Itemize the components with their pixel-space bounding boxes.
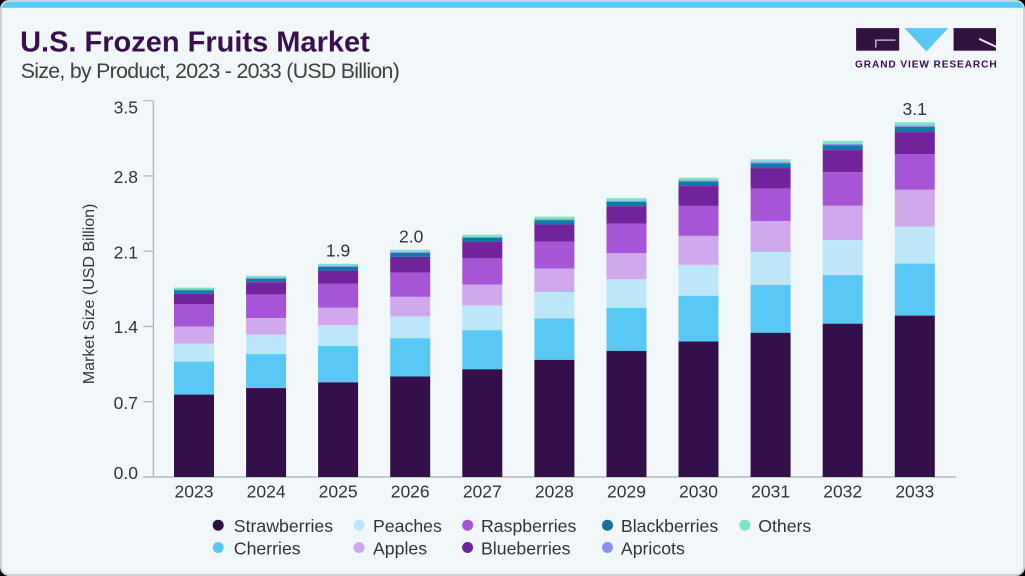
- svg-text:Raspberries: Raspberries: [481, 516, 577, 536]
- svg-text:0.7: 0.7: [114, 393, 138, 413]
- svg-text:2027: 2027: [463, 482, 502, 502]
- svg-text:2.8: 2.8: [114, 167, 138, 187]
- svg-text:2025: 2025: [319, 482, 358, 502]
- svg-text:2.1: 2.1: [114, 243, 138, 263]
- svg-text:Apricots: Apricots: [621, 538, 685, 558]
- svg-text:Blackberries: Blackberries: [621, 516, 718, 536]
- svg-text:Strawberries: Strawberries: [234, 516, 333, 536]
- svg-text:Market Size (USD Billion): Market Size (USD Billion): [81, 204, 98, 384]
- svg-text:3.1: 3.1: [903, 99, 927, 119]
- svg-text:2033: 2033: [895, 482, 934, 502]
- svg-text:2031: 2031: [751, 482, 790, 502]
- svg-text:U.S. Frozen Fruits Market: U.S. Frozen Fruits Market: [20, 27, 370, 59]
- svg-text:2026: 2026: [391, 482, 430, 502]
- svg-text:Others: Others: [758, 516, 811, 536]
- svg-text:GRAND VIEW RESEARCH: GRAND VIEW RESEARCH: [855, 60, 998, 71]
- svg-text:3.5: 3.5: [114, 97, 138, 117]
- svg-text:2.0: 2.0: [399, 227, 424, 247]
- svg-text:2028: 2028: [535, 482, 574, 502]
- svg-text:Apples: Apples: [373, 538, 427, 558]
- svg-text:1.4: 1.4: [114, 317, 139, 337]
- svg-text:2023: 2023: [175, 482, 214, 502]
- svg-text:Blueberries: Blueberries: [481, 538, 571, 558]
- svg-text:0.0: 0.0: [114, 463, 139, 483]
- svg-text:2024: 2024: [247, 482, 286, 502]
- svg-text:2032: 2032: [823, 482, 862, 502]
- svg-text:Cherries: Cherries: [234, 538, 301, 558]
- svg-text:2030: 2030: [679, 482, 718, 502]
- svg-text:1.9: 1.9: [326, 241, 350, 261]
- svg-text:Peaches: Peaches: [373, 516, 442, 536]
- svg-text:Size, by Product, 2023 - 2033: Size, by Product, 2023 - 2033 (USD Billi…: [21, 59, 399, 83]
- svg-text:2029: 2029: [607, 482, 646, 502]
